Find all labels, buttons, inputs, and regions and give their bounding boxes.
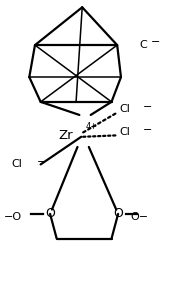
Text: Cl: Cl bbox=[11, 159, 22, 169]
Text: Cl: Cl bbox=[119, 127, 130, 137]
Text: −: − bbox=[37, 157, 46, 167]
Text: −: − bbox=[143, 102, 152, 112]
Text: Cl: Cl bbox=[119, 104, 130, 114]
Text: O: O bbox=[113, 207, 123, 220]
Text: O: O bbox=[45, 207, 55, 220]
Text: Zr: Zr bbox=[59, 129, 73, 142]
Text: C: C bbox=[139, 40, 147, 50]
Text: 4+: 4+ bbox=[86, 122, 98, 131]
Text: −: − bbox=[143, 125, 152, 135]
Text: −: − bbox=[151, 37, 161, 47]
Text: O−: O− bbox=[130, 212, 149, 222]
Text: −O: −O bbox=[4, 212, 22, 222]
